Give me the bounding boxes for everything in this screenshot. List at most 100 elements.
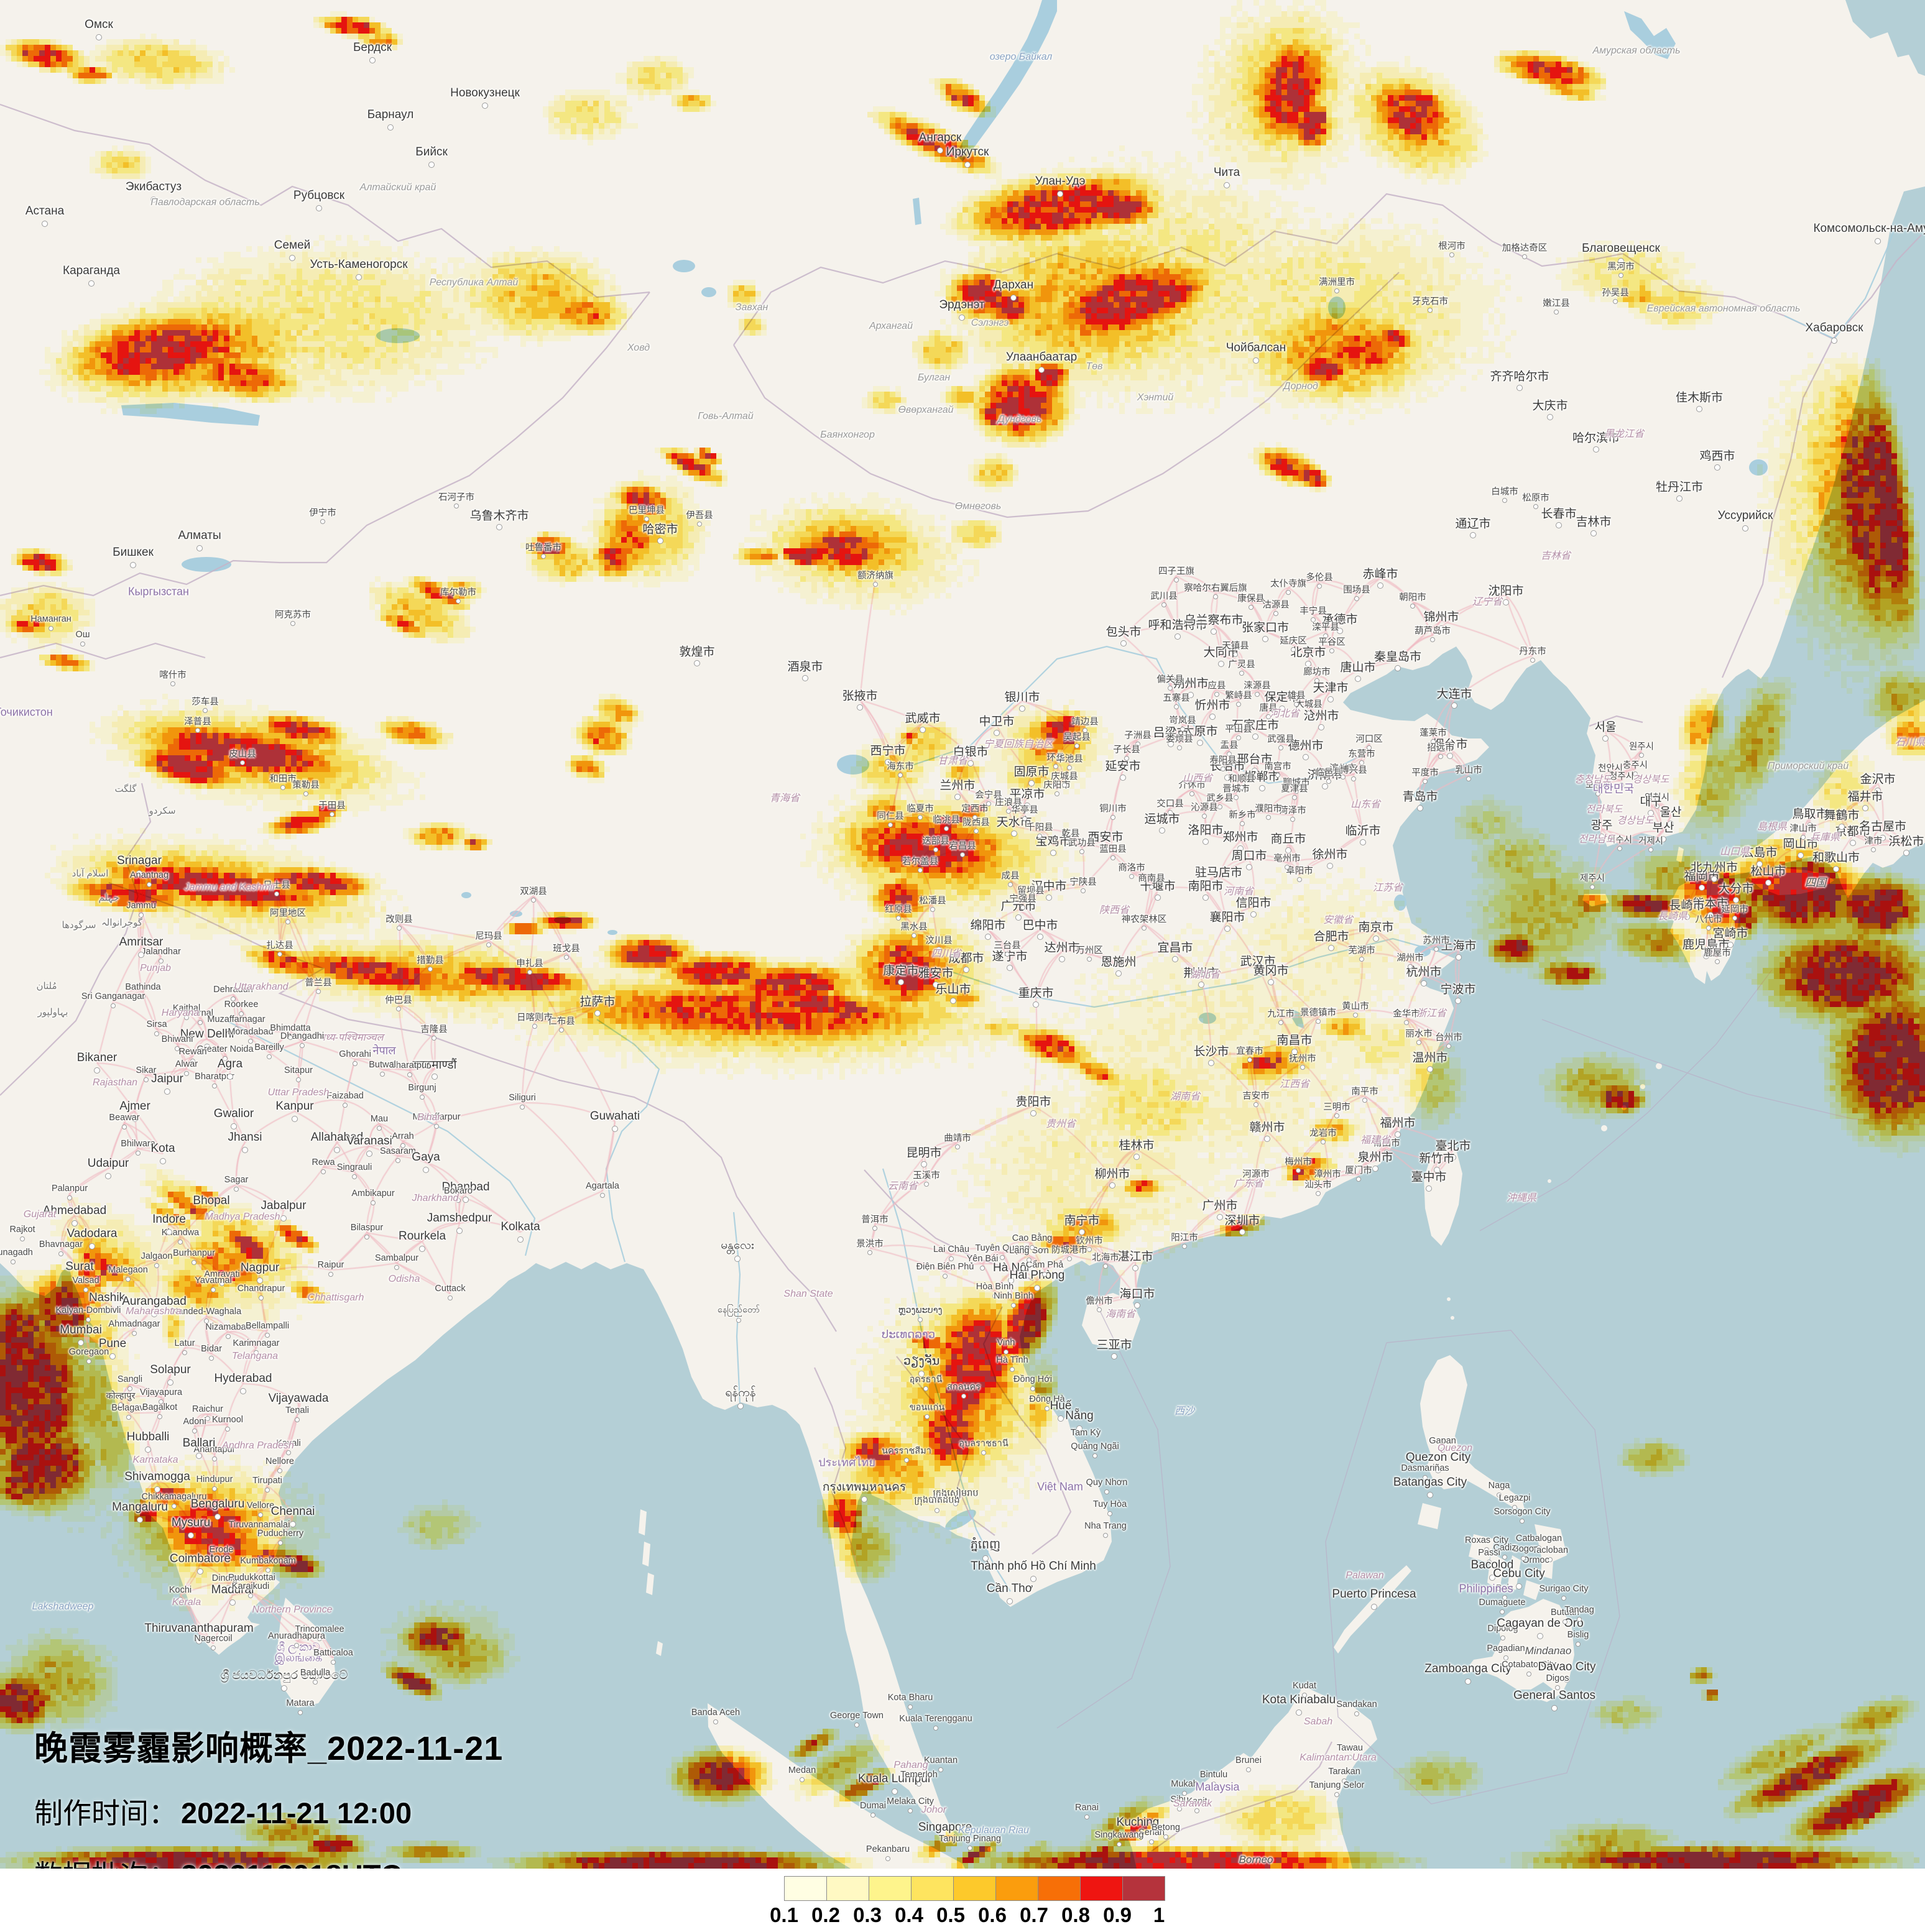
city-dot	[1037, 934, 1043, 940]
city-dot	[1008, 882, 1013, 887]
map-label: Latur	[174, 1338, 195, 1348]
map-label: Melaka City	[887, 1796, 934, 1806]
city-dot	[204, 1044, 210, 1050]
map-label: Naga	[1488, 1481, 1510, 1491]
city-dot	[986, 801, 991, 806]
city-dot	[1217, 804, 1222, 809]
city-dot	[1224, 775, 1230, 781]
map-label: 于田县	[318, 801, 346, 811]
map-label: 松原市	[1522, 493, 1549, 504]
city-dot	[1757, 861, 1763, 867]
city-dot	[334, 1147, 340, 1153]
city-dot	[188, 1532, 194, 1539]
map-label: Булган	[917, 372, 951, 383]
city-dot	[1083, 1440, 1088, 1445]
city-dot	[1221, 766, 1226, 771]
map-label: Ghorahi	[339, 1049, 371, 1059]
map-label: 万州区	[1076, 945, 1103, 956]
map-label: 普洱市	[861, 1215, 889, 1225]
city-dot	[231, 1123, 237, 1129]
city-dot	[1159, 827, 1165, 834]
map-label: 宁强县	[1009, 894, 1036, 904]
map-label: 应县	[1207, 681, 1226, 691]
map-label: 三明市	[1323, 1102, 1350, 1113]
map-label: Guwahati	[589, 1110, 640, 1123]
city-dot	[298, 1710, 303, 1715]
map-label: 聊城市	[1283, 778, 1310, 788]
map-label: Nashik	[88, 1291, 126, 1304]
city-dot	[1322, 783, 1328, 789]
map-label: กรุงเทพมหานคร	[822, 1481, 907, 1494]
city-dot	[454, 504, 459, 508]
map-canvas-area[interactable]: Омск Бердск Новокузнецк Барнаул Бийск Рубцовс…	[0, 0, 1925, 1869]
city-dot	[854, 1723, 859, 1727]
map-label: Punjab	[140, 963, 171, 973]
map-label: 邯郸市	[1244, 770, 1280, 784]
city-dot	[316, 205, 322, 211]
map-label: 广灵县	[1228, 660, 1255, 670]
map-label: မန္တလေး	[721, 1239, 754, 1252]
map-label: Kaithal	[172, 1003, 201, 1013]
city-dot	[1395, 1131, 1401, 1138]
city-dot	[328, 1272, 333, 1277]
map-label: 大连市	[1436, 688, 1472, 701]
map-label: 日土县	[263, 880, 290, 891]
city-dot	[1321, 1139, 1326, 1144]
map-label: ក្រុងបាត់ដំបង	[914, 1495, 960, 1506]
map-label: 红原县	[885, 904, 912, 915]
city-dot	[1045, 1406, 1050, 1411]
map-label: Digos	[1546, 1673, 1569, 1683]
map-label: Cebu City	[1493, 1567, 1545, 1580]
map-label: Thiruvananthapuram	[144, 1622, 254, 1635]
map-label: Northern Province	[252, 1604, 333, 1615]
city-dot	[1286, 590, 1291, 595]
city-dot	[1053, 764, 1058, 769]
city-dot	[802, 675, 808, 681]
map-label: 温州市	[1412, 1051, 1448, 1065]
city-dot	[366, 1151, 372, 1157]
map-label: Ahmadnagar	[108, 1319, 160, 1329]
map-label: Ajmer	[119, 1100, 150, 1113]
map-label: Roxas City	[1464, 1535, 1509, 1545]
map-label: 武川县	[1150, 591, 1178, 602]
map-label: Alwar	[175, 1059, 198, 1069]
city-dot	[209, 1356, 214, 1361]
map-label: 湛江市	[1117, 1250, 1153, 1264]
map-label: Beawar	[109, 1113, 140, 1123]
map-label: 南昌市	[1276, 1034, 1313, 1047]
city-dot	[234, 1026, 239, 1031]
map-label: Vijayawada	[268, 1392, 329, 1405]
city-dot	[1639, 753, 1644, 758]
map-label: 전라남도	[1578, 834, 1615, 845]
map-label: 察哈尔右翼后旗	[1184, 583, 1247, 594]
city-dot	[985, 934, 991, 940]
map-label: Aurangabad	[122, 1295, 187, 1308]
city-dot	[564, 955, 569, 960]
map-label: 朝阳市	[1399, 592, 1426, 603]
map-label: 滦平县	[1312, 622, 1339, 633]
city-dot	[1246, 864, 1252, 870]
map-label: Gaya	[412, 1151, 440, 1164]
city-dot	[1354, 596, 1359, 601]
map-label: Vijayapura	[139, 1387, 183, 1397]
city-dot	[1294, 702, 1299, 707]
map-label: Bintulu	[1199, 1770, 1228, 1780]
legend-tick-labels: 0.1 0.2 0.3 0.4 0.5 0.6 0.7 0.8 0.9 1	[770, 1903, 1165, 1930]
map-label: Jharkhand	[412, 1193, 459, 1203]
map-label: Singkawang	[1094, 1830, 1144, 1840]
city-dot	[800, 1777, 805, 1782]
map-label: 班戈县	[553, 944, 580, 954]
map-label: Pune	[98, 1337, 127, 1350]
map-label: 阿克苏市	[275, 610, 311, 620]
city-dot	[1252, 768, 1258, 774]
map-label: Siliguri	[509, 1093, 536, 1103]
map-label: 宜昌市	[1157, 941, 1193, 955]
city-dot	[1015, 914, 1022, 921]
city-dot	[713, 1719, 718, 1724]
map-label: Sandakan	[1336, 1700, 1377, 1709]
map-label: Huế	[1050, 1399, 1072, 1412]
map-label: Бишкек	[113, 546, 154, 559]
map-label: Kalimantan Utara	[1299, 1752, 1377, 1763]
city-dot	[1294, 789, 1299, 794]
map-label: Завхан	[735, 302, 769, 313]
